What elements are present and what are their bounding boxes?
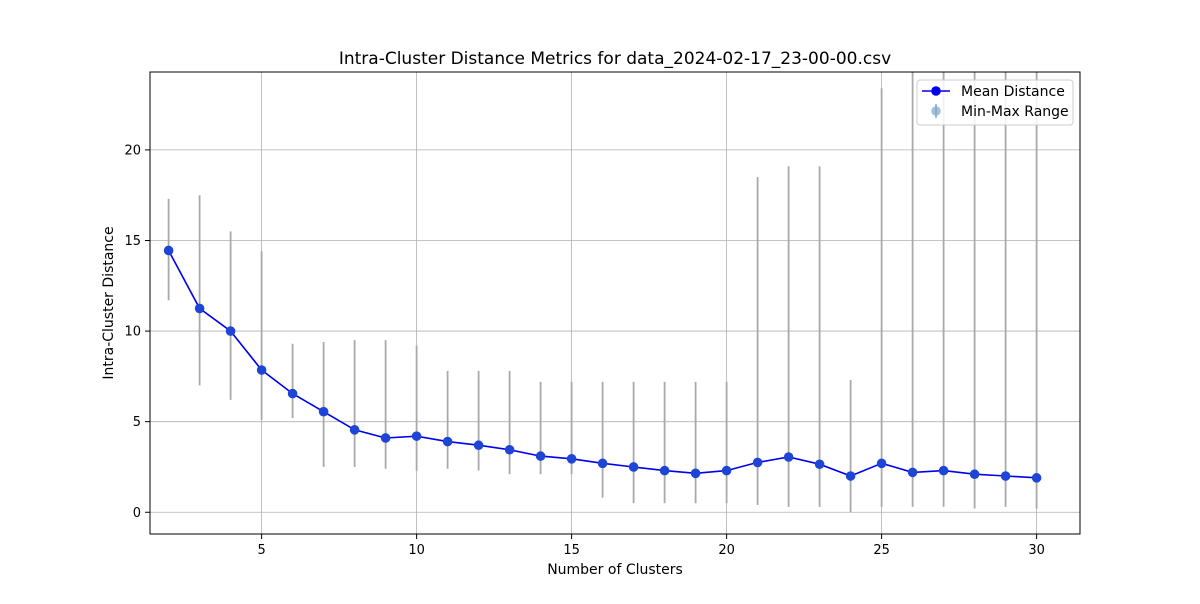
y-axis-label: Intra-Cluster Distance	[101, 226, 117, 379]
plot-frame	[149, 71, 1081, 535]
mean-distance-point	[1031, 473, 1042, 483]
legend-box	[916, 79, 1074, 126]
min-max-range-bars	[167, 72, 1038, 513]
y-axis-ticks: 0 5 10 15 20	[124, 143, 150, 521]
mean-distance-point	[814, 459, 825, 470]
x-tick-label: 25	[873, 543, 890, 558]
mean-distance-point	[287, 388, 298, 399]
x-tick-label: 20	[718, 543, 735, 558]
mean-distance-point	[907, 467, 918, 478]
mean-distance-point	[256, 365, 267, 375]
mean-distance-point	[380, 433, 391, 443]
mean-distance-point	[938, 465, 949, 476]
mean-distance-point	[225, 326, 236, 336]
mean-distance-point	[318, 406, 329, 417]
legend-mean-label: Mean Distance	[961, 84, 1065, 100]
mean-distance-point	[411, 431, 422, 441]
mean-distance-point	[783, 452, 794, 462]
mean-distance-point	[969, 469, 980, 480]
mean-distance-point	[845, 471, 856, 481]
x-tick-label: 5	[257, 543, 265, 558]
chart-title: Intra-Cluster Distance Metrics for data_…	[339, 49, 891, 69]
mean-distance-point	[1000, 471, 1011, 481]
y-tick-label: 0	[133, 506, 141, 521]
legend-mean-marker-icon	[931, 86, 941, 96]
legend-range-label: Min-Max Range	[961, 104, 1069, 120]
mean-distance-point	[628, 462, 639, 472]
y-tick-label: 5	[133, 415, 141, 430]
mean-distance-point	[659, 465, 670, 476]
mean-distance-point	[473, 440, 484, 451]
x-tick-label: 15	[563, 543, 580, 558]
mean-distance-point	[597, 458, 608, 469]
mean-distance-point	[876, 458, 887, 469]
mean-distance-point	[535, 451, 546, 461]
mean-distance-point	[163, 245, 174, 256]
mean-distance-point	[752, 457, 763, 468]
x-axis-label: Number of Clusters	[547, 562, 683, 578]
x-tick-label: 30	[1028, 543, 1045, 558]
mean-distance-point	[721, 465, 732, 476]
legend-range-marker-icon	[931, 106, 941, 116]
x-tick-label: 10	[408, 543, 425, 558]
mean-distance-point	[442, 436, 453, 447]
x-axis-ticks: 5 10 15 20 25 30	[257, 534, 1045, 558]
y-tick-label: 15	[124, 234, 141, 249]
mean-distance-point	[566, 454, 577, 464]
y-tick-label: 20	[124, 143, 141, 158]
mean-distance-point	[690, 468, 701, 479]
y-tick-label: 10	[124, 325, 141, 340]
legend: Mean Distance Min-Max Range	[916, 79, 1074, 126]
mean-distance-point	[504, 444, 515, 455]
mean-distance-point	[349, 425, 360, 435]
mean-distance-point	[194, 303, 205, 314]
mean-distance-series	[163, 245, 1042, 483]
